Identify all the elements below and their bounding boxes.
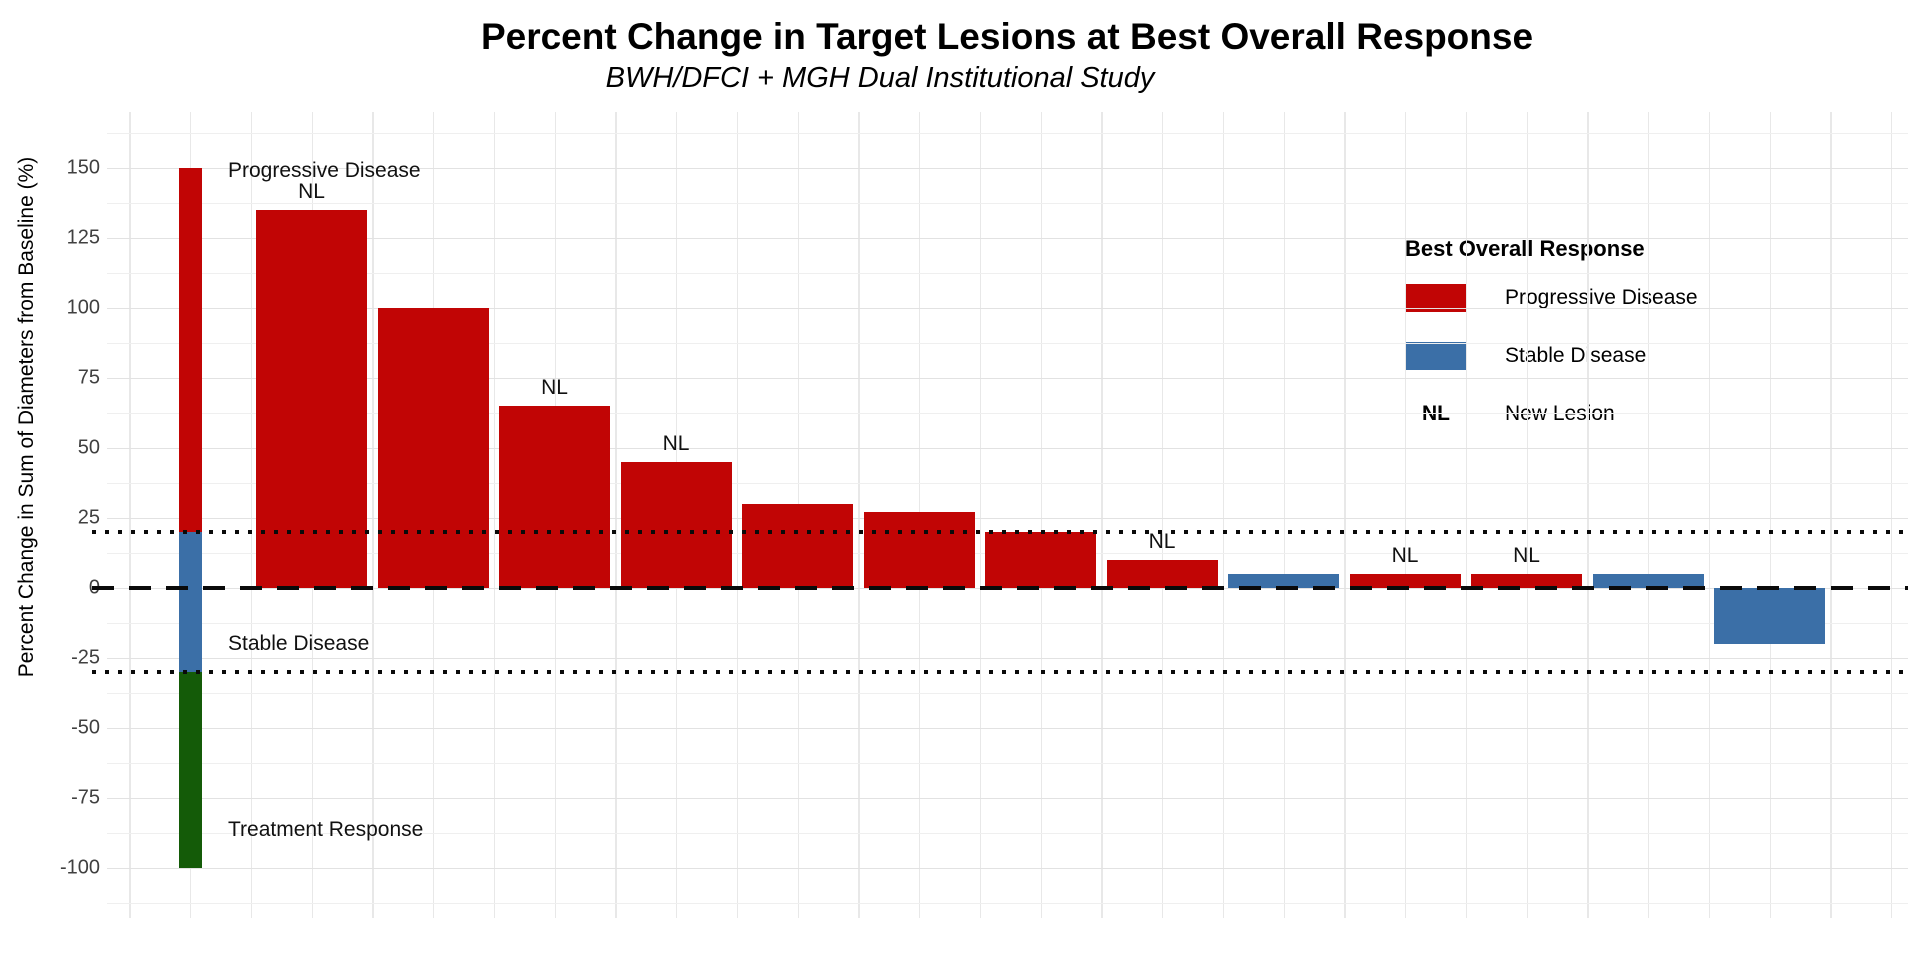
y-tick-label: -50: [71, 716, 100, 739]
gridline-major: [107, 168, 1908, 170]
gridline-vertical: [372, 112, 374, 918]
chart-subtitle: BWH/DFCI + MGH Dual Institutional Study: [605, 62, 1155, 94]
legend-row: Progressive Disease: [1405, 276, 1698, 320]
patient-bar: [863, 512, 975, 588]
gridline-vertical: [1891, 112, 1893, 918]
y-tick-label: 50: [77, 436, 100, 459]
gridline-vertical: [1283, 112, 1285, 918]
y-tick-label: -100: [59, 856, 100, 879]
patient-bar: [985, 532, 1096, 588]
y-tick-label: 100: [66, 296, 100, 319]
reference-zone-bar: [178, 532, 202, 672]
gridline-vertical: [615, 112, 617, 918]
gridline-vertical: [1040, 112, 1042, 918]
reference-line-dashed: [92, 586, 1908, 590]
zone-label: Treatment Response: [228, 818, 424, 842]
y-tick-label: 150: [66, 156, 100, 179]
legend-swatch-stable: [1405, 342, 1467, 370]
y-tick-label: 125: [66, 226, 100, 249]
y-tick-label: -25: [71, 646, 100, 669]
gridline-minor: [107, 833, 1908, 834]
gridline-vertical: [1648, 112, 1650, 918]
gridline-minor: [107, 693, 1908, 694]
legend-item-label: Stable Disease: [1505, 344, 1647, 367]
zone-label: Progressive Disease: [228, 158, 421, 182]
gridline-minor: [107, 483, 1908, 484]
gridline-major: [107, 308, 1908, 310]
gridline-major: [107, 868, 1908, 870]
legend-items: Progressive Disease Stable Disease NL New L…: [1405, 276, 1698, 436]
gridline-minor: [107, 413, 1908, 414]
y-tick-label: -75: [71, 786, 100, 809]
zone-label: Stable Disease: [228, 632, 370, 655]
gridline-major: [107, 658, 1908, 660]
gridline-major: [107, 798, 1908, 800]
gridline-major: [107, 378, 1908, 380]
gridline-vertical: [1830, 112, 1832, 918]
gridline-vertical: [250, 112, 253, 918]
y-tick-label: 75: [77, 366, 100, 389]
patient-bar: [1592, 574, 1704, 588]
gridline-minor: [107, 273, 1908, 274]
patient-bar: [1106, 560, 1218, 588]
patient-bar: [620, 462, 732, 588]
patient-bar: [499, 406, 610, 588]
gridline-minor: [107, 903, 1908, 904]
legend-item-label: Progressive Disease: [1505, 286, 1698, 309]
gridline-vertical: [1465, 112, 1468, 918]
gridline-minor: [107, 623, 1908, 624]
gridline-vertical: [1162, 112, 1164, 918]
patient-bar: [742, 504, 853, 588]
new-lesion-label: NL: [1513, 544, 1540, 567]
patient-bar: [1349, 574, 1461, 588]
gridline-vertical: [129, 112, 131, 918]
gridline-major: [107, 518, 1908, 520]
gridline-vertical: [1344, 112, 1346, 918]
new-lesion-label: NL: [662, 432, 690, 455]
legend-row: Stable Disease: [1405, 334, 1698, 378]
legend-row: NL New Lesion: [1405, 392, 1698, 436]
gridline-vertical: [1405, 112, 1407, 918]
new-lesion-label: NL: [1148, 530, 1176, 553]
patient-bar: [1714, 588, 1825, 644]
gridline-major: [107, 238, 1908, 240]
gridline-minor: [107, 763, 1908, 764]
gridline-vertical: [858, 112, 860, 918]
reference-zone-bar: [178, 168, 202, 532]
y-tick-label: 0: [40, 577, 100, 600]
legend-swatch-progressive: [1405, 284, 1467, 312]
gridline-vertical: [1587, 112, 1589, 918]
gridline-minor: [107, 203, 1908, 204]
legend-title: Best Overall Response: [1405, 236, 1645, 261]
gridline-vertical: [1101, 112, 1103, 918]
gridline-vertical: [979, 112, 982, 918]
reference-zone-bar: [178, 672, 202, 868]
gridline-minor: [107, 133, 1908, 134]
gridline-vertical: [1708, 112, 1711, 918]
gridline-vertical: [1526, 112, 1528, 918]
reference-line-dotted: [92, 670, 1908, 674]
gridline-vertical: [736, 112, 739, 918]
gridline-major: [107, 728, 1908, 730]
patient-bar: [256, 210, 367, 588]
gridline-vertical: [1222, 112, 1225, 918]
gridline-minor: [107, 343, 1908, 344]
patient-bar: [377, 308, 489, 588]
patient-bar: [1228, 574, 1339, 588]
gridline-vertical: [493, 112, 496, 918]
patient-bar: [1471, 574, 1582, 588]
chart-title: Percent Change in Target Lesions at Best…: [480, 16, 1534, 57]
new-lesion-label: NL: [1391, 544, 1419, 567]
new-lesion-label: NL: [298, 180, 325, 203]
legend-symbol-nl: NL: [1422, 402, 1450, 425]
reference-line-dotted: [92, 530, 1908, 534]
y-axis-title: Percent Change in Sum of Diameters from …: [15, 156, 38, 678]
gridline-vertical: [1769, 112, 1771, 918]
y-tick-label: 25: [77, 506, 100, 529]
new-lesion-label: NL: [541, 376, 568, 399]
legend-item-label: New Lesion: [1505, 402, 1615, 425]
gridline-major: [107, 448, 1908, 450]
